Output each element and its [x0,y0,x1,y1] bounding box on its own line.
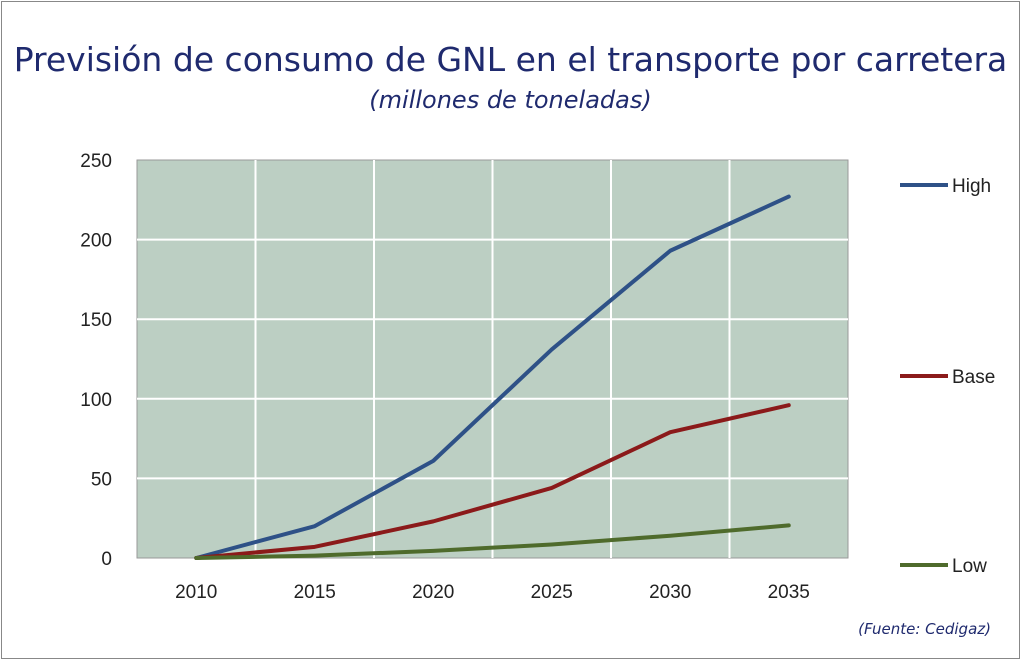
chart-title: Previsión de consumo de GNL en el transp… [13,40,1008,79]
x-tick-label: 2020 [412,582,454,603]
chart-source: (Fuente: Cedigaz) [858,620,991,638]
y-tick-label: 150 [80,310,112,331]
legend-label-low: Low [952,556,987,577]
series-line-high [194,194,791,560]
x-tick-label: 2015 [294,582,336,603]
legend-label-base: Base [952,367,995,388]
y-tick-label: 50 [91,469,112,490]
series-line-base [194,403,791,560]
x-tick-label: 2010 [175,582,217,603]
y-tick-label: 200 [80,231,112,252]
x-tick-label: 2030 [649,582,691,603]
y-tick-label: 250 [80,151,112,172]
y-tick-label: 0 [101,549,112,570]
x-tick-label: 2025 [531,582,573,603]
y-tick-label: 100 [80,390,112,411]
series-line-low [194,523,791,560]
chart-subtitle: (millones de toneladas) [369,86,652,114]
x-tick-label: 2035 [768,582,810,603]
legend-label-high: High [952,176,991,197]
